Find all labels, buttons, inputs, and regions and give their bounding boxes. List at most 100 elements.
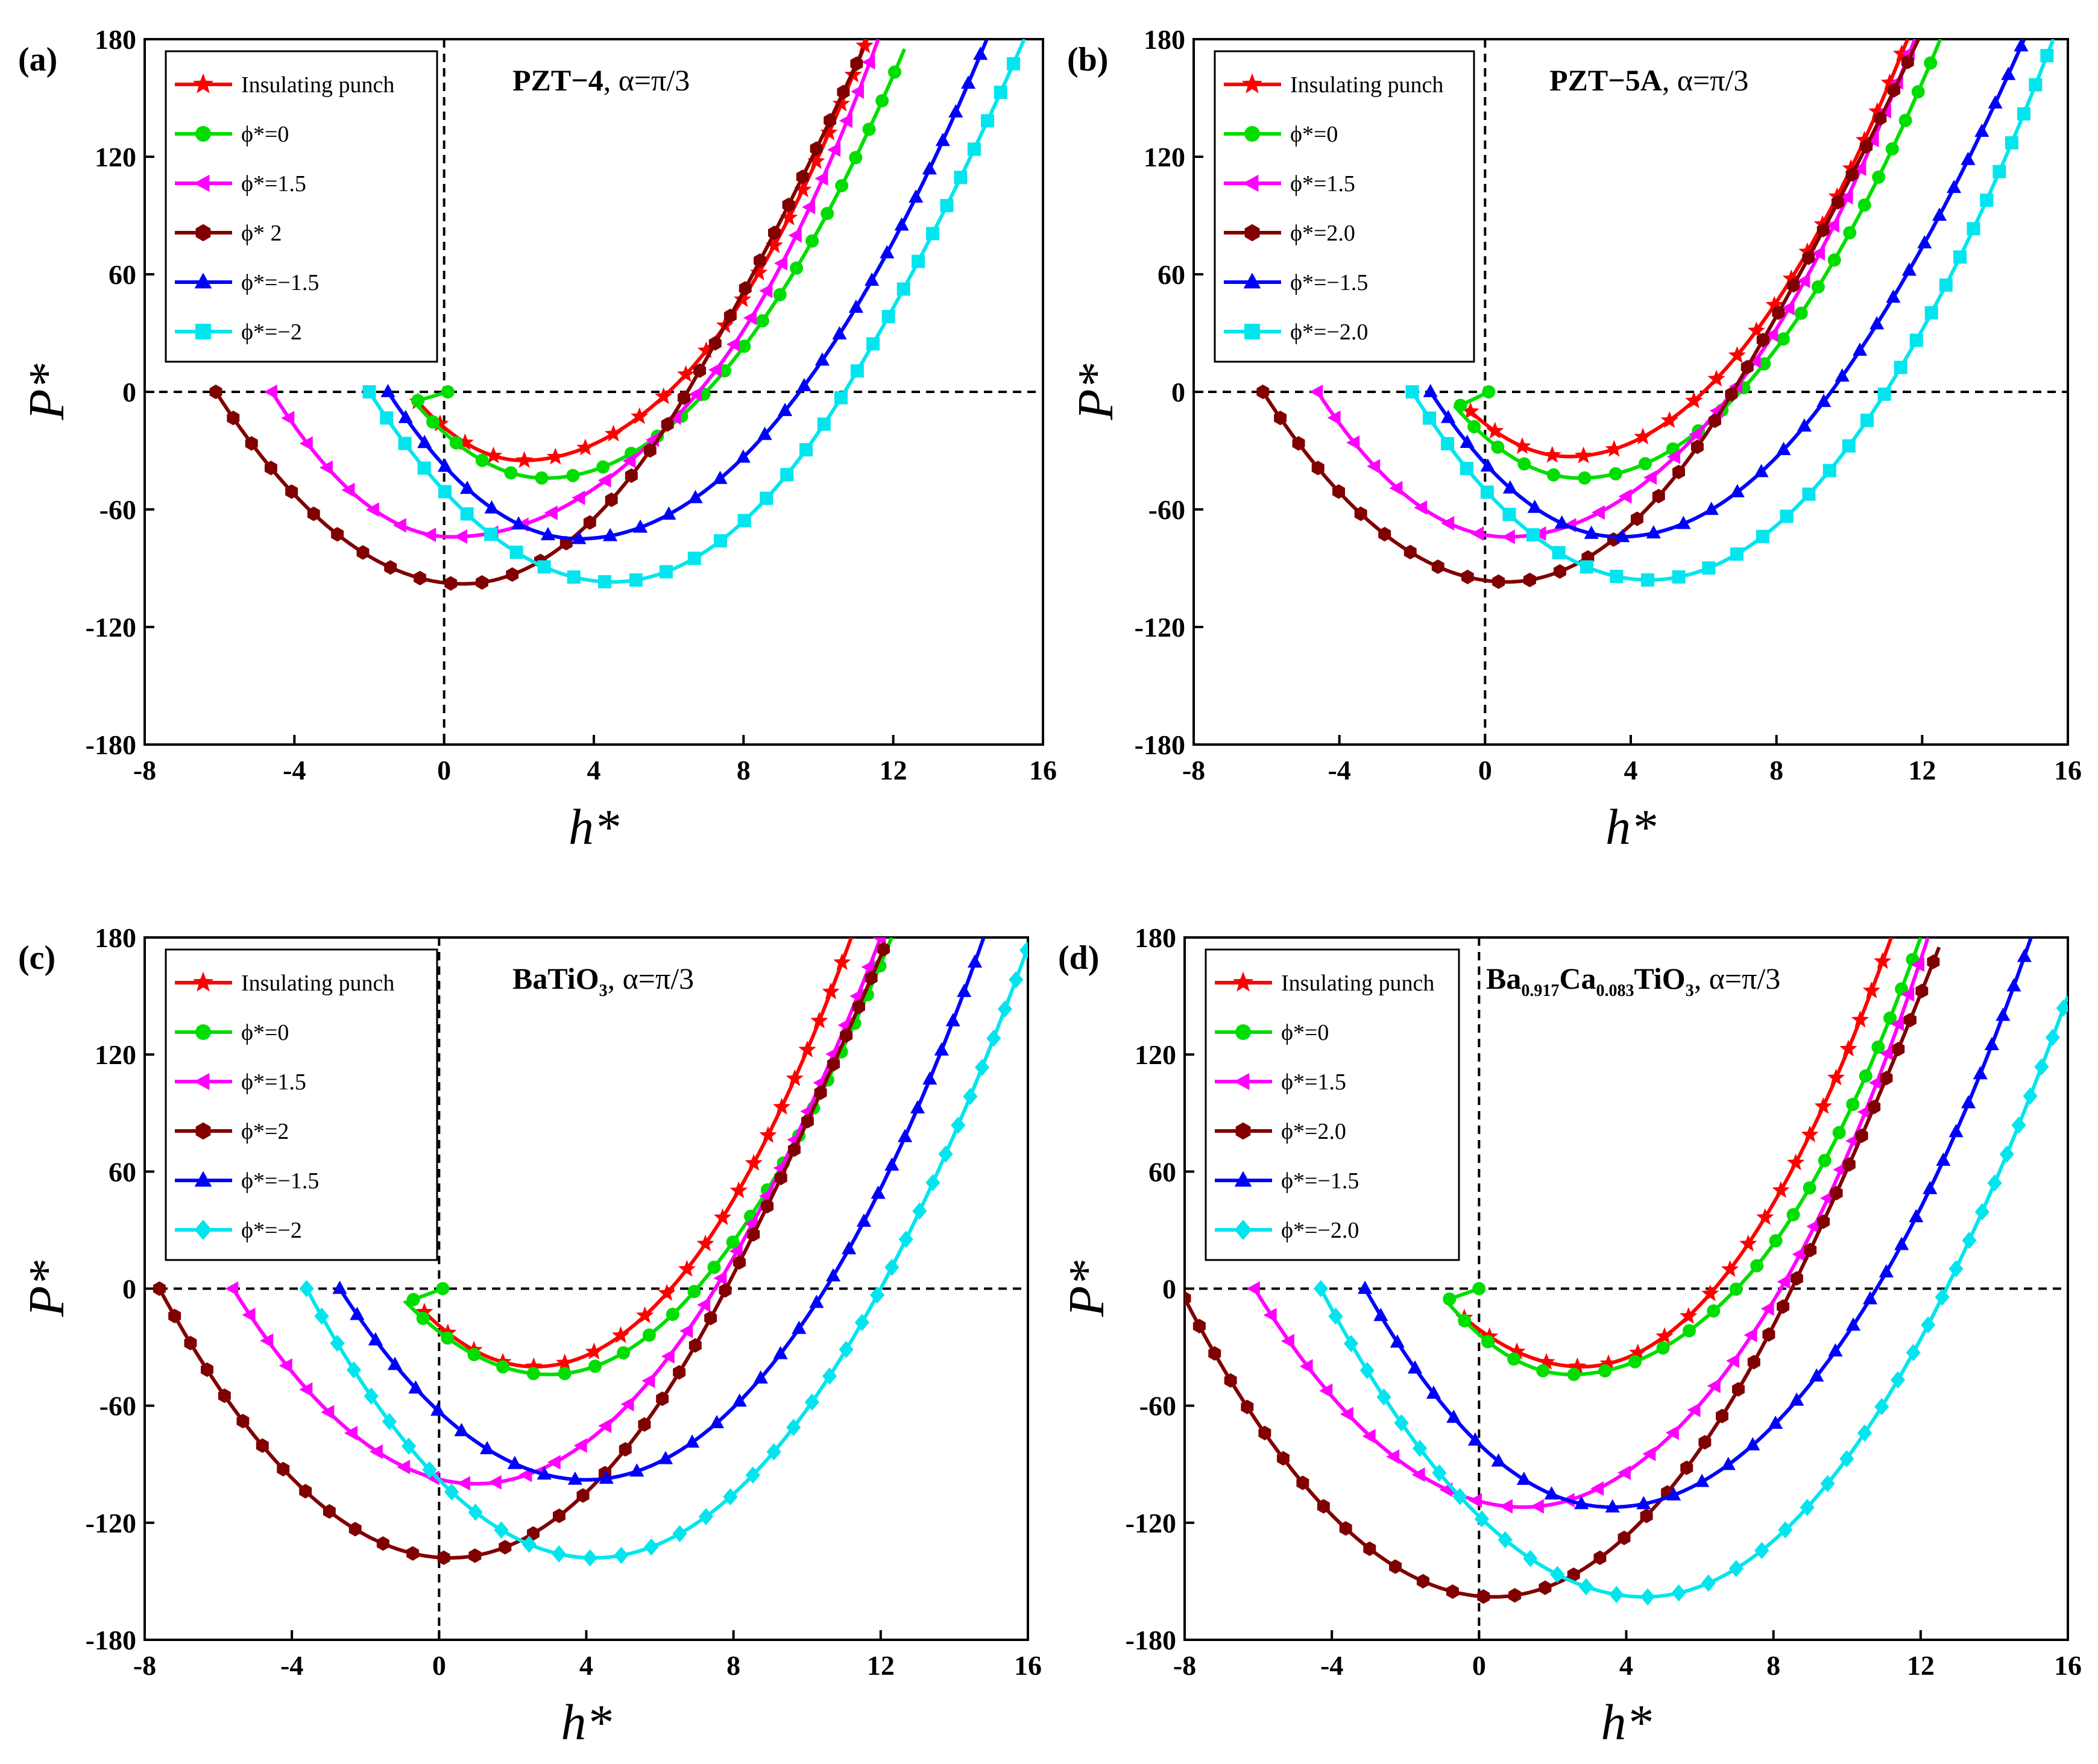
panel-b: -8 -4 0 4 8 12 16 -180 -120 -60 0 60 120 180 h* P* (b) PZ… <box>1067 24 2082 855</box>
series-marker-5 <box>974 1059 990 1076</box>
series-marker-5 <box>817 417 831 431</box>
series-marker-5 <box>804 1393 819 1411</box>
series-marker-2 <box>679 1323 693 1338</box>
series-marker-3 <box>1363 1541 1376 1557</box>
series-marker-0 <box>1574 446 1593 464</box>
series-marker-3 <box>1640 1508 1653 1523</box>
series-marker-3 <box>256 1438 269 1454</box>
series-marker-2 <box>572 490 585 505</box>
series-marker-2 <box>688 386 702 402</box>
series-marker-2 <box>1501 529 1515 544</box>
series-marker-2 <box>708 362 722 377</box>
series-marker-5 <box>1405 385 1419 398</box>
series-marker-5 <box>438 485 452 499</box>
series-line-4 <box>1363 937 2033 1509</box>
legend-swatch-marker <box>194 272 212 289</box>
series-marker-1 <box>1885 142 1899 156</box>
series-marker-2 <box>1319 1383 1333 1398</box>
series-marker-4 <box>1527 499 1542 513</box>
series-marker-3 <box>1731 1382 1745 1397</box>
series-marker-2 <box>488 1475 502 1490</box>
series-marker-0 <box>745 1154 763 1171</box>
series-marker-5 <box>1974 1203 1989 1221</box>
legend-label: Insulating punch <box>1281 971 1434 996</box>
series-marker-4 <box>454 1423 469 1437</box>
series-marker-4 <box>1745 1437 1760 1451</box>
series-marker-5 <box>2056 999 2068 1017</box>
series-marker-3 <box>1787 278 1800 293</box>
legend-label: ϕ*=1.5 <box>241 171 306 197</box>
series-marker-4 <box>1845 1317 1861 1331</box>
series-marker-3 <box>1860 139 1873 154</box>
series-marker-4 <box>688 490 703 503</box>
series-line-0 <box>1463 937 1893 1369</box>
series-marker-3 <box>1772 305 1785 320</box>
legend-label: ϕ*=−1.5 <box>241 1168 319 1194</box>
series-marker-4 <box>1373 1308 1388 1321</box>
series-marker-5 <box>382 1413 397 1431</box>
series-marker-3 <box>1311 461 1325 476</box>
legend-swatch-marker <box>195 1024 211 1040</box>
series-marker-4 <box>1694 1473 1710 1487</box>
series-marker-3 <box>719 1283 732 1298</box>
series-marker-5 <box>912 1202 927 1220</box>
series-marker-0 <box>1873 952 1892 969</box>
series-marker-5 <box>925 1174 940 1192</box>
y-axis-title: P* <box>1059 1261 1115 1317</box>
series-marker-5 <box>834 391 848 405</box>
series-marker-2 <box>1617 1465 1631 1481</box>
series-marker-3 <box>1224 1373 1237 1388</box>
series-marker-3 <box>384 560 397 575</box>
series-marker-3 <box>331 527 344 542</box>
series-marker-5 <box>1800 1499 1815 1516</box>
series-marker-0 <box>1839 1039 1857 1057</box>
series-marker-5 <box>1820 1475 1835 1493</box>
series-marker-2 <box>641 1373 655 1388</box>
legend-swatch-marker <box>195 324 211 339</box>
series-marker-3 <box>1892 1042 1905 1057</box>
series-marker-1 <box>1608 467 1622 480</box>
series-marker-2 <box>1299 1359 1313 1374</box>
series-marker-5 <box>2029 78 2043 92</box>
series-marker-0 <box>524 1357 543 1375</box>
y-tick-label: 60 <box>1148 1156 1176 1187</box>
series-marker-5 <box>940 199 954 213</box>
y-tick-label: 120 <box>1144 142 1185 172</box>
series-marker-0 <box>1880 73 1899 90</box>
series-marker-5 <box>1432 1464 1447 1482</box>
y-tick-label: 0 <box>1171 377 1185 408</box>
series-marker-3 <box>605 492 618 508</box>
series-marker-0 <box>1814 1097 1832 1114</box>
series-marker-5 <box>460 507 474 521</box>
series-marker-5 <box>1671 1584 1686 1602</box>
legend-label: ϕ*=1.5 <box>1290 171 1355 197</box>
series-marker-4 <box>380 383 395 397</box>
series-marker-4 <box>658 1451 673 1464</box>
series-marker-3 <box>1523 572 1536 588</box>
series-marker-3 <box>877 942 890 957</box>
series-marker-0 <box>576 438 594 456</box>
series-marker-2 <box>242 1308 256 1323</box>
series-marker-1 <box>558 1367 572 1381</box>
series-marker-1 <box>1750 1259 1764 1273</box>
series-marker-4 <box>1862 1291 1878 1305</box>
x-tick-label: 16 <box>1029 755 1057 786</box>
series-marker-5 <box>1376 1388 1391 1406</box>
series-marker-4 <box>1584 525 1599 539</box>
series-marker-4 <box>2006 978 2021 992</box>
series-marker-0 <box>1787 1153 1805 1171</box>
series-marker-5 <box>938 1145 953 1163</box>
series-marker-1 <box>1729 1282 1743 1296</box>
series-marker-2 <box>598 1419 612 1434</box>
series-marker-3 <box>1241 1399 1254 1414</box>
series-marker-3 <box>824 113 837 128</box>
series-marker-4 <box>1974 123 1989 137</box>
series-marker-3 <box>299 1484 312 1499</box>
series-marker-4 <box>1809 1368 1824 1382</box>
series-marker-0 <box>713 1208 732 1226</box>
series-marker-1 <box>1832 1126 1846 1139</box>
series-marker-3 <box>1855 1128 1868 1144</box>
series-marker-3 <box>1790 1271 1803 1286</box>
y-tick-label: 0 <box>122 1274 136 1305</box>
series-marker-3 <box>227 411 240 426</box>
